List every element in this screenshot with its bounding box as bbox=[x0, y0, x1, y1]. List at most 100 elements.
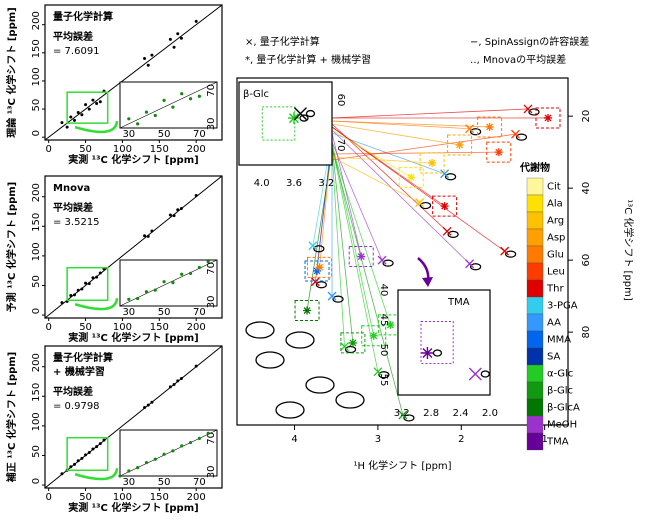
colorbar-swatch bbox=[526, 415, 544, 434]
x-axis-label: 実測 ¹³C 化学シフト [ppm] bbox=[68, 153, 198, 166]
colorbar-label: β-Glc bbox=[547, 386, 573, 397]
cross-marker bbox=[465, 259, 475, 269]
inset-diagonal bbox=[119, 81, 218, 129]
inset-y-tick-label: 55 bbox=[378, 374, 389, 387]
inset-y-tick-label: 50 bbox=[378, 344, 389, 357]
inset-x-tick-label: 50 bbox=[158, 129, 171, 140]
tolerance-box bbox=[419, 152, 445, 174]
data-point bbox=[69, 465, 73, 469]
legend-entry: −, SpinAssignの許容誤差 bbox=[470, 35, 589, 48]
y-tick-label: 50 bbox=[31, 445, 42, 458]
legend-entry: ‥, Mnovaの平均誤差 bbox=[470, 53, 566, 66]
y-tick-label: 200 bbox=[31, 183, 42, 202]
star-marker bbox=[407, 173, 416, 182]
contour bbox=[382, 259, 394, 267]
data-point bbox=[84, 281, 88, 285]
contour bbox=[315, 281, 327, 289]
inset-x-tick-label: 4.0 bbox=[254, 178, 270, 189]
assignment-line bbox=[331, 156, 433, 164]
data-point bbox=[60, 121, 64, 125]
contour bbox=[528, 108, 540, 116]
inset-point bbox=[171, 105, 175, 109]
star-marker bbox=[348, 338, 357, 347]
assignment-line bbox=[331, 123, 460, 146]
data-point bbox=[73, 293, 76, 297]
inset-point bbox=[162, 98, 166, 102]
data-point bbox=[69, 115, 73, 119]
y-tick-label: 150 bbox=[31, 39, 42, 58]
cross-marker bbox=[373, 367, 383, 377]
star-marker bbox=[369, 331, 378, 340]
contour bbox=[447, 230, 459, 238]
x-tick-label: 100 bbox=[113, 492, 132, 503]
x-tick-label: 50 bbox=[79, 144, 92, 155]
tolerance-box bbox=[535, 107, 561, 129]
colorbar-swatch bbox=[526, 398, 544, 417]
plot-frame bbox=[236, 77, 569, 426]
cross-marker bbox=[415, 198, 425, 208]
inset-point bbox=[197, 94, 201, 98]
y-axis-label: 補正 ¹³C 化学シフト [ppm] bbox=[5, 352, 18, 483]
zoom-arrow bbox=[74, 120, 119, 134]
data-point bbox=[168, 385, 172, 389]
y-tick-label: 0 bbox=[31, 308, 42, 314]
colorbar-label: AA bbox=[547, 318, 561, 329]
inset-point bbox=[144, 461, 149, 465]
contour bbox=[335, 391, 365, 409]
cross-marker bbox=[465, 124, 475, 134]
colorbar-label: MMA bbox=[547, 335, 571, 346]
inset-point bbox=[127, 117, 131, 121]
assignment-line bbox=[331, 147, 404, 416]
zoom-arrow bbox=[74, 468, 119, 481]
contour bbox=[332, 295, 344, 303]
assignment-line bbox=[331, 120, 470, 130]
star-marker bbox=[428, 158, 437, 167]
data-point bbox=[80, 456, 84, 460]
inset-point bbox=[197, 436, 201, 440]
colorbar-swatch bbox=[526, 262, 544, 281]
y-axis-label: 理論 ¹³C 化学シフト [ppm] bbox=[5, 7, 18, 137]
inset-y-tick-label: 40 bbox=[378, 284, 389, 297]
data-point bbox=[91, 98, 95, 102]
inset-point bbox=[136, 122, 140, 126]
inset-frame bbox=[238, 81, 333, 166]
colorbar-swatch bbox=[526, 347, 544, 366]
star-marker bbox=[543, 113, 552, 122]
inset-point bbox=[127, 297, 131, 301]
x-tick-label: 150 bbox=[150, 144, 169, 155]
colorbar-swatch bbox=[526, 211, 544, 230]
star-marker bbox=[357, 252, 366, 261]
error-label: 平均誤差 bbox=[53, 30, 93, 43]
tolerance-box bbox=[377, 314, 403, 336]
y-tick-label: 50 bbox=[31, 275, 42, 288]
inset-point bbox=[162, 452, 166, 456]
inset-point bbox=[180, 92, 184, 96]
colorbar-label: Glu bbox=[547, 250, 564, 261]
error-value: = 7.6091 bbox=[53, 46, 100, 57]
data-point bbox=[146, 63, 150, 67]
inset-x-tick-label: 3.6 bbox=[286, 178, 302, 189]
data-point bbox=[176, 379, 180, 383]
zoom-region bbox=[66, 436, 109, 472]
inset-point bbox=[197, 265, 201, 270]
assignment-line bbox=[331, 147, 391, 326]
star-marker bbox=[440, 202, 449, 211]
star-marker bbox=[455, 140, 464, 149]
data-point bbox=[73, 462, 76, 466]
y-tick-label: 150 bbox=[31, 213, 42, 232]
tolerance-box bbox=[304, 260, 330, 282]
panel-title: + 機械学習 bbox=[53, 365, 105, 378]
data-point bbox=[146, 234, 150, 238]
data-point bbox=[87, 451, 91, 454]
assignment-line bbox=[331, 156, 420, 203]
data-point bbox=[80, 113, 84, 117]
data-point bbox=[65, 125, 69, 129]
colorbar-label: Leu bbox=[547, 267, 565, 278]
cross-marker bbox=[511, 129, 520, 139]
assignment-line bbox=[331, 141, 375, 336]
data-point bbox=[98, 442, 102, 446]
contour bbox=[403, 414, 415, 422]
inset-point bbox=[153, 288, 157, 292]
colorbar-swatch bbox=[526, 245, 544, 264]
star-marker bbox=[313, 266, 322, 275]
